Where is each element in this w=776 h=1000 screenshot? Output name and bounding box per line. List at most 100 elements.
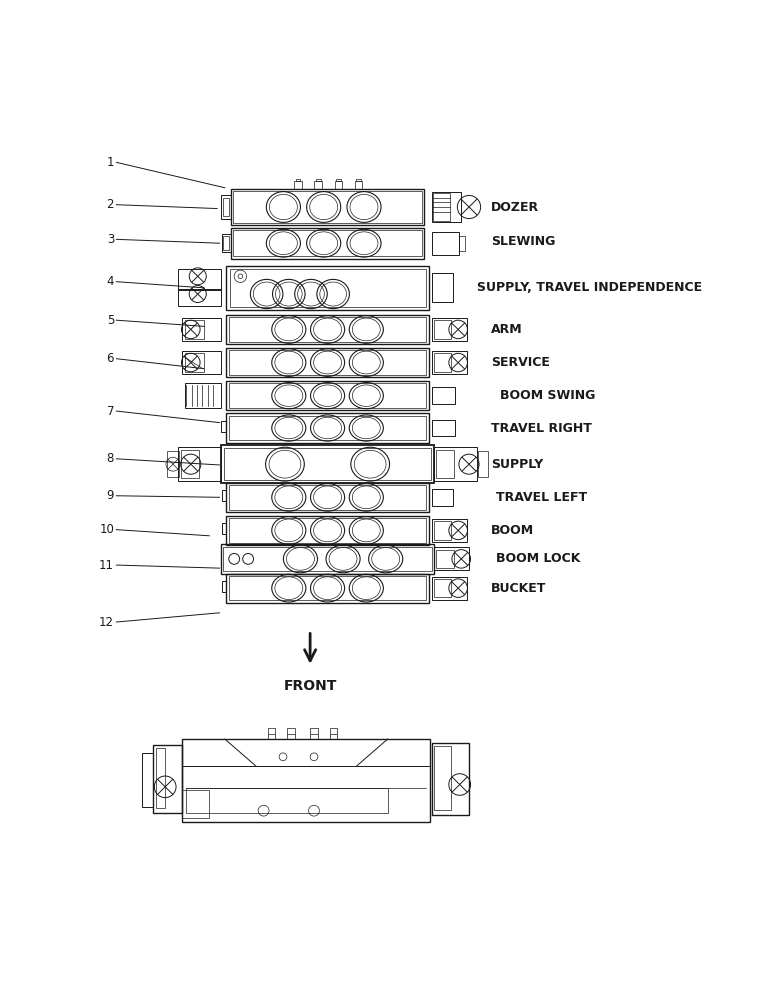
- Text: 2: 2: [106, 198, 114, 211]
- Bar: [223, 198, 229, 216]
- Bar: [229, 485, 426, 510]
- Text: 6: 6: [106, 352, 114, 365]
- Bar: [310, 728, 318, 739]
- Bar: [229, 416, 426, 440]
- Bar: [222, 490, 227, 501]
- Text: SUPPLY, TRAVEL INDEPENDENCE: SUPPLY, TRAVEL INDEPENDENCE: [476, 281, 702, 294]
- Text: TRAVEL LEFT: TRAVEL LEFT: [496, 491, 587, 504]
- Bar: [222, 523, 227, 534]
- Bar: [224, 448, 431, 480]
- Bar: [231, 228, 424, 259]
- Bar: [142, 753, 153, 807]
- Bar: [316, 179, 320, 181]
- Text: BOOM SWING: BOOM SWING: [500, 389, 595, 402]
- Bar: [434, 353, 451, 372]
- Text: TRAVEL RIGHT: TRAVEL RIGHT: [490, 422, 591, 434]
- Bar: [182, 450, 199, 478]
- Text: 9: 9: [106, 489, 114, 502]
- Bar: [227, 348, 428, 377]
- Bar: [434, 447, 476, 481]
- Text: SUPPLY: SUPPLY: [490, 458, 543, 471]
- Bar: [221, 421, 227, 432]
- Bar: [431, 232, 459, 255]
- Bar: [182, 739, 430, 822]
- Bar: [287, 728, 295, 739]
- Bar: [434, 579, 451, 597]
- Bar: [434, 521, 451, 540]
- Bar: [234, 230, 421, 256]
- Bar: [227, 315, 428, 344]
- Bar: [268, 728, 275, 739]
- Text: BUCKET: BUCKET: [490, 582, 546, 595]
- Bar: [433, 193, 450, 221]
- Bar: [156, 748, 165, 808]
- Bar: [185, 353, 204, 372]
- Bar: [436, 550, 453, 568]
- Bar: [227, 574, 428, 603]
- Bar: [227, 266, 428, 310]
- Text: 12: 12: [99, 616, 114, 629]
- Bar: [229, 350, 426, 375]
- Bar: [431, 420, 455, 436]
- Bar: [222, 234, 231, 252]
- Bar: [434, 746, 451, 810]
- Bar: [431, 192, 461, 222]
- Bar: [223, 236, 229, 250]
- Bar: [234, 191, 421, 223]
- Text: 3: 3: [106, 233, 114, 246]
- Bar: [436, 450, 453, 478]
- Text: FRONT: FRONT: [283, 679, 337, 693]
- Bar: [431, 489, 453, 506]
- Bar: [227, 413, 428, 443]
- Bar: [178, 447, 221, 481]
- Text: 5: 5: [106, 314, 114, 327]
- Bar: [294, 181, 302, 189]
- Bar: [221, 544, 434, 574]
- Bar: [230, 269, 425, 307]
- Bar: [431, 519, 466, 542]
- Bar: [229, 518, 426, 543]
- Bar: [222, 581, 227, 592]
- Bar: [296, 179, 300, 181]
- Bar: [223, 547, 431, 571]
- Bar: [355, 181, 362, 189]
- Text: 4: 4: [106, 275, 114, 288]
- Bar: [334, 181, 342, 189]
- Bar: [227, 516, 428, 545]
- Text: ARM: ARM: [490, 323, 522, 336]
- Bar: [178, 269, 221, 290]
- Text: 1: 1: [106, 156, 114, 169]
- Bar: [431, 273, 453, 302]
- Bar: [459, 235, 465, 251]
- Bar: [431, 318, 466, 341]
- Bar: [167, 451, 179, 477]
- Bar: [153, 745, 182, 813]
- Bar: [185, 320, 204, 339]
- Bar: [336, 179, 341, 181]
- Bar: [186, 788, 388, 813]
- Bar: [221, 445, 434, 483]
- Bar: [182, 790, 210, 818]
- Bar: [478, 451, 487, 477]
- Text: 7: 7: [106, 405, 114, 418]
- Text: 8: 8: [106, 452, 114, 465]
- Bar: [227, 381, 428, 410]
- Bar: [229, 576, 426, 600]
- Bar: [434, 320, 451, 339]
- Text: 10: 10: [99, 523, 114, 536]
- Bar: [314, 181, 322, 189]
- Bar: [229, 383, 426, 408]
- Bar: [356, 179, 361, 181]
- Bar: [431, 387, 455, 404]
- Bar: [185, 383, 221, 408]
- Bar: [227, 483, 428, 512]
- Bar: [434, 547, 469, 570]
- Bar: [431, 351, 466, 374]
- Bar: [431, 743, 469, 815]
- Text: SLEWING: SLEWING: [490, 235, 555, 248]
- Bar: [178, 289, 221, 306]
- Text: DOZER: DOZER: [490, 201, 539, 214]
- Bar: [221, 195, 231, 219]
- Text: BOOM: BOOM: [490, 524, 534, 537]
- Bar: [229, 317, 426, 342]
